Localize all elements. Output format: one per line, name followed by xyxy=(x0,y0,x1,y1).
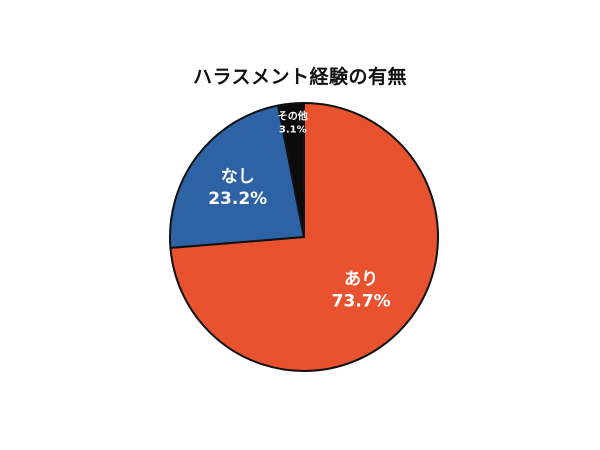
pie-label-value-ari: 73.7% xyxy=(332,292,391,312)
pie-slices xyxy=(169,101,439,372)
pie-label-name-sonota: その他 xyxy=(278,109,308,122)
pie-slice-nashi xyxy=(169,104,306,250)
chart-title: ハラスメント経験の有無 xyxy=(192,66,408,88)
pie-slice-sonota xyxy=(276,101,305,238)
pie-label-name-ari: あり xyxy=(344,270,378,290)
pie-label-value-sonota: 3.1% xyxy=(279,124,307,135)
pie-label-value-nashi: 23.2% xyxy=(208,189,267,209)
pie-label-name-nashi: なし xyxy=(221,167,255,187)
